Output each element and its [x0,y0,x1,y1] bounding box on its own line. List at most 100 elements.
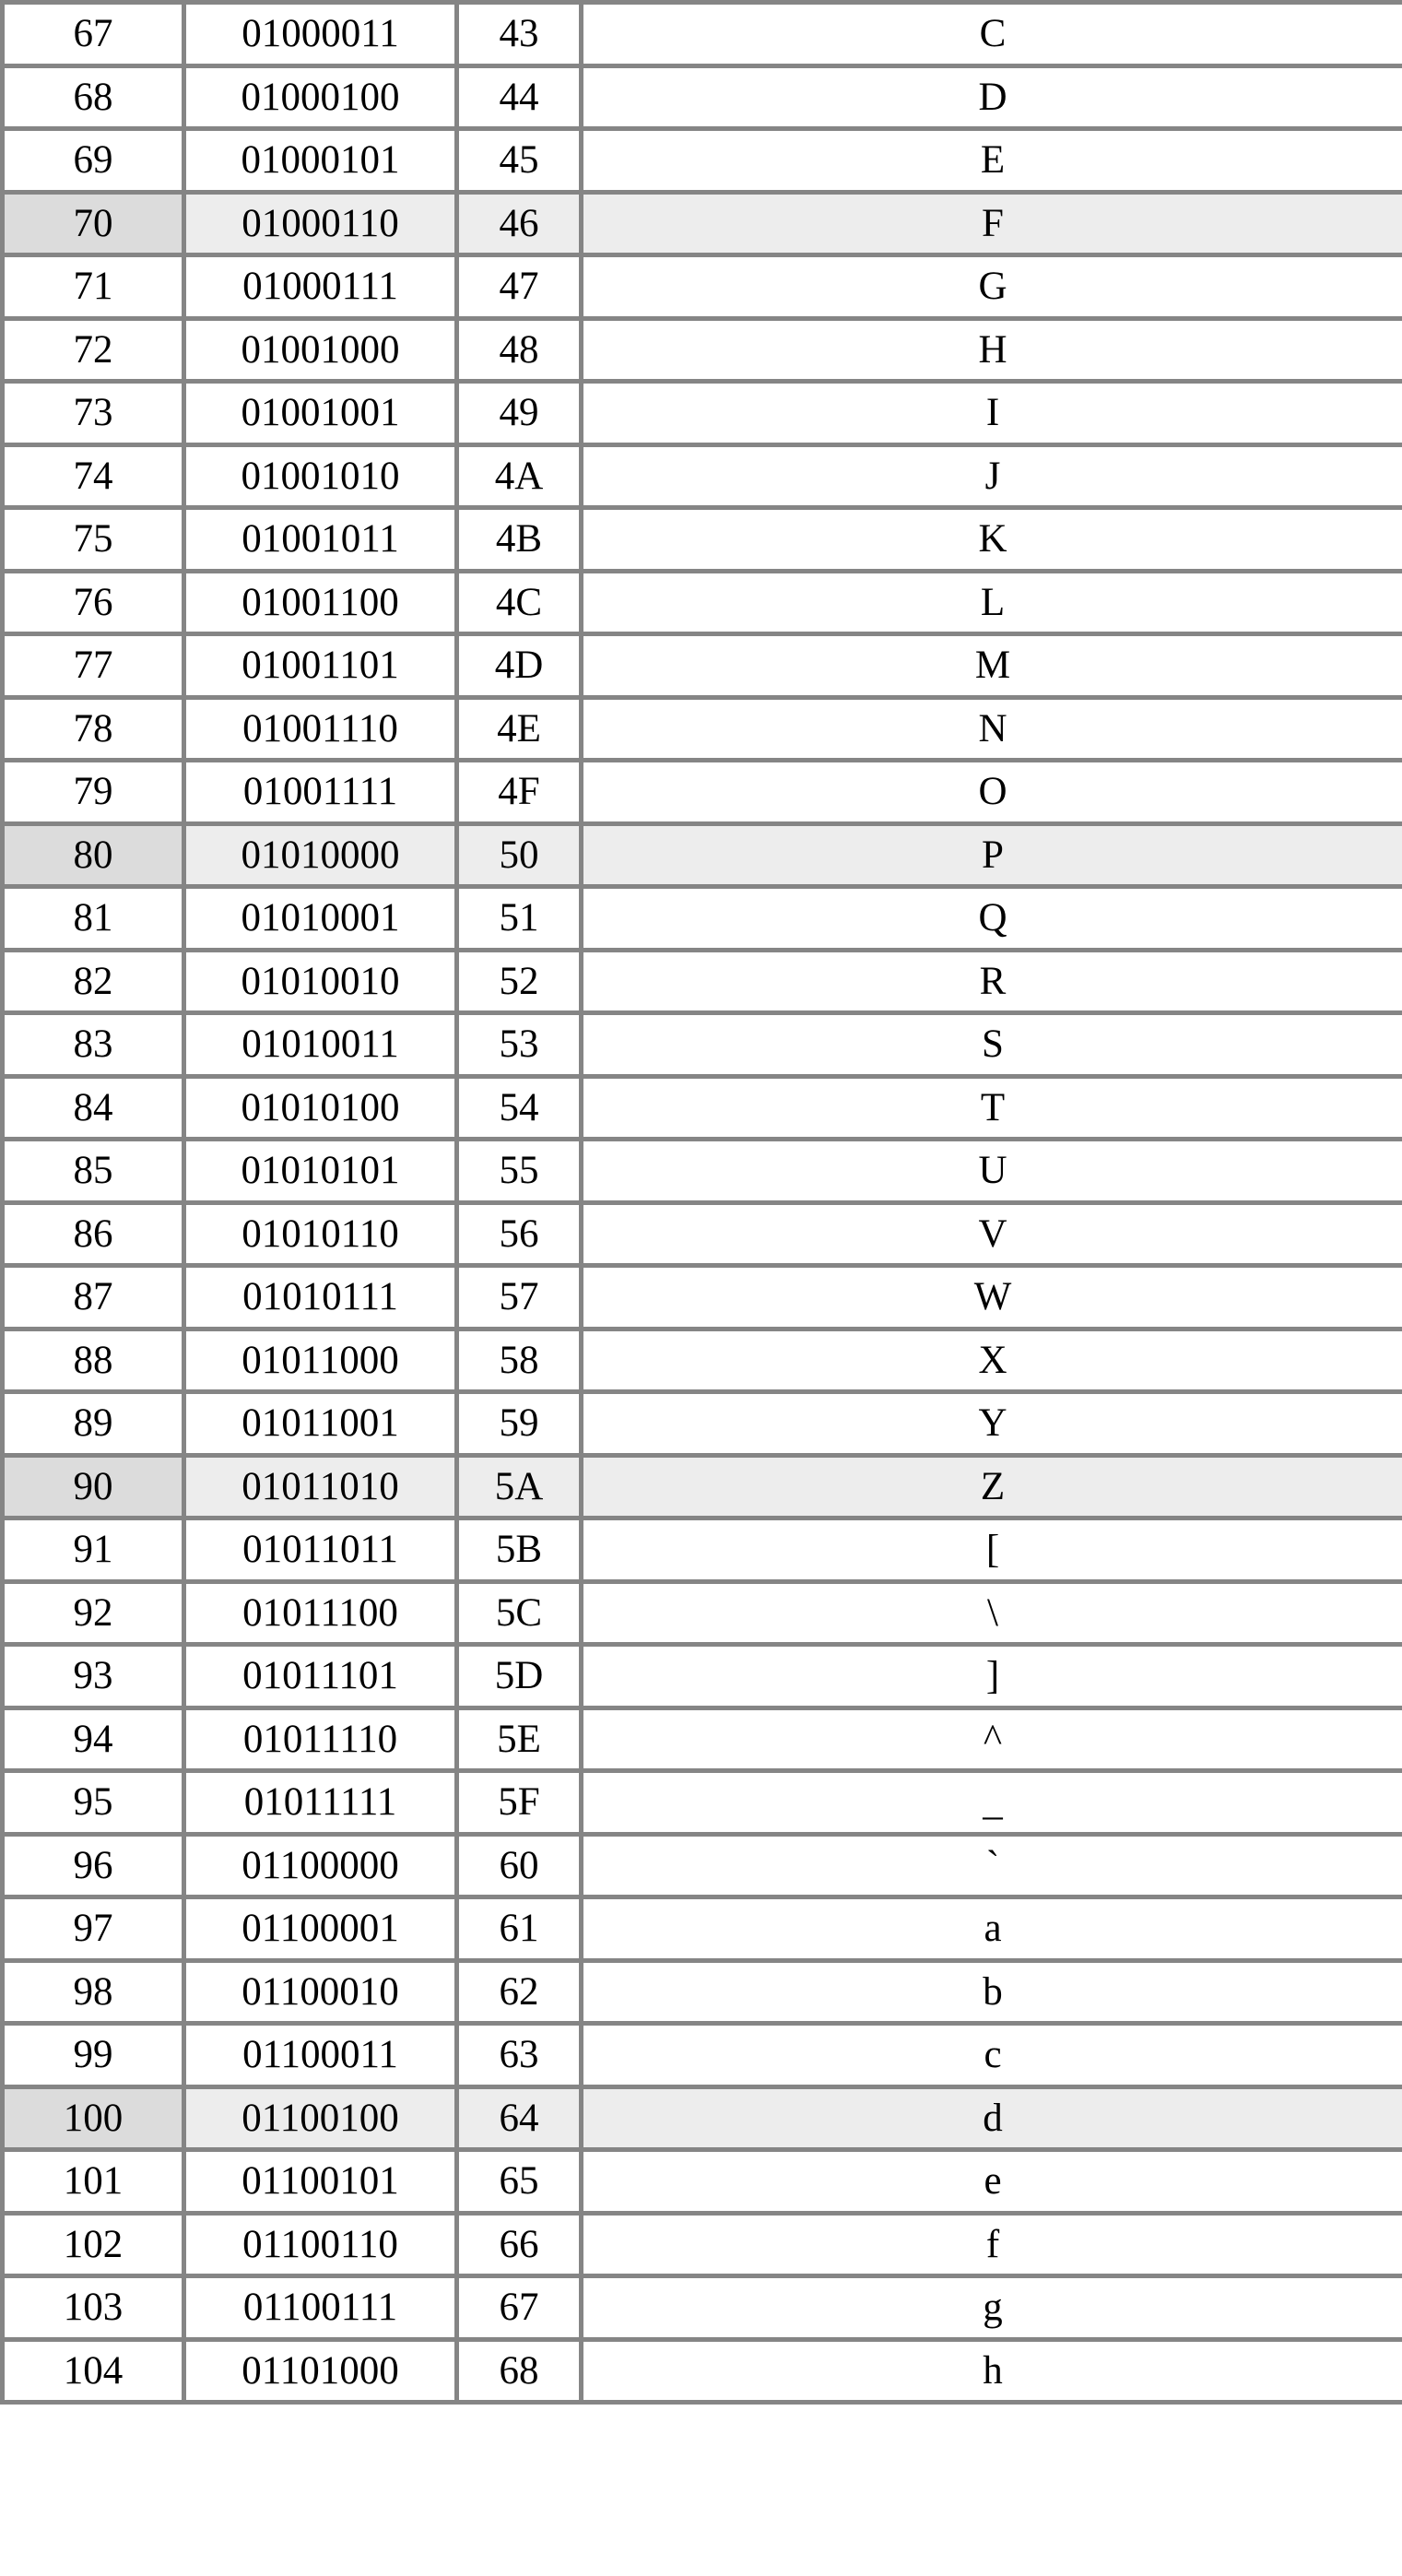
hex-cell: 4B [454,505,583,573]
binary-cell: 01011100 [182,1578,459,1647]
character-cell: ` [579,1831,1402,1899]
binary-cell: 01100000 [182,1831,459,1899]
binary-cell: 01011111 [182,1768,459,1837]
hex-cell: 4E [454,694,583,762]
hex-cell: 62 [454,1957,583,2026]
binary-cell: 01000101 [182,126,459,195]
table-row: 74 01001010 4A J [0,442,1402,510]
table-row: 95 01011111 5F _ [0,1768,1402,1837]
decimal-cell: 84 [0,1073,186,1141]
hex-cell: 53 [454,1010,583,1079]
character-cell: ^ [579,1705,1402,1773]
table-row: 99 01100011 63 c [0,2021,1402,2089]
character-cell: N [579,694,1402,762]
hex-cell: 52 [454,947,583,1015]
character-cell: L [579,568,1402,636]
character-cell: D [579,63,1402,131]
decimal-cell: 93 [0,1642,186,1710]
decimal-cell: 83 [0,1010,186,1079]
table-row: 89 01011001 59 Y [0,1389,1402,1458]
binary-cell: 01001011 [182,505,459,573]
table-row: 83 01010011 53 S [0,1010,1402,1079]
decimal-cell: 101 [0,2147,186,2216]
table-row: 91 01011011 5B[ [0,1516,1402,1584]
character-cell: J [579,442,1402,510]
decimal-cell: 82 [0,947,186,1015]
hex-cell: 5D [454,1642,583,1710]
character-cell: H [579,315,1402,384]
decimal-cell: 100 [0,2084,186,2152]
decimal-cell: 92 [0,1578,186,1647]
table-row: 77 01001101 4D M [0,632,1402,700]
decimal-cell: 94 [0,1705,186,1773]
decimal-cell: 75 [0,505,186,573]
hex-cell: 5F [454,1768,583,1837]
binary-cell: 01101000 [182,2336,459,2405]
table-row: 82 01010010 52 R [0,947,1402,1015]
hex-cell: 4A [454,442,583,510]
hex-cell: 51 [454,884,583,952]
table-row: 71 01000111 47 G [0,253,1402,321]
decimal-cell: 70 [0,189,186,257]
decimal-cell: 103 [0,2274,186,2342]
binary-cell: 01000011 [182,0,459,68]
ascii-table-body: 67 01000011 43 C 68 01000100 44 D 69 01000101 45 E 7… [0,0,1402,2405]
hex-cell: 55 [454,1137,583,1205]
hex-cell: 54 [454,1073,583,1141]
binary-cell: 01001110 [182,694,459,762]
character-cell: O [579,758,1402,826]
hex-cell: 49 [454,379,583,447]
hex-cell: 68 [454,2336,583,2405]
table-row: 94 01011110 5E ^ [0,1705,1402,1773]
hex-cell: 5E [454,1705,583,1773]
table-row-highlighted: 70 01000110 46 F [0,189,1402,257]
character-cell: M [579,632,1402,700]
character-cell: S [579,1010,1402,1079]
table-row: 104 01101000 68 h [0,2336,1402,2405]
decimal-cell: 89 [0,1389,186,1458]
character-cell: a [579,1895,1402,1963]
decimal-cell: 76 [0,568,186,636]
decimal-cell: 96 [0,1831,186,1899]
table-row-highlighted: 100 01100100 64 d [0,2084,1402,2152]
table-row: 97 01100001 61 a [0,1895,1402,1963]
decimal-cell: 85 [0,1137,186,1205]
hex-cell: 57 [454,1263,583,1331]
hex-cell: 59 [454,1389,583,1458]
binary-cell: 01100001 [182,1895,459,1963]
hex-cell: 4F [454,758,583,826]
table-row: 69 01000101 45 E [0,126,1402,195]
ascii-table: 67 01000011 43 C 68 01000100 44 D 69 01000101 45 E 7… [0,0,1402,2405]
binary-cell: 01011011 [182,1516,459,1584]
decimal-cell: 87 [0,1263,186,1331]
character-cell: K [579,505,1402,573]
hex-cell: 4C [454,568,583,636]
binary-cell: 01011110 [182,1705,459,1773]
binary-cell: 01001100 [182,568,459,636]
hex-cell: 5B [454,1516,583,1584]
decimal-cell: 72 [0,315,186,384]
binary-cell: 01010101 [182,1137,459,1205]
decimal-cell: 98 [0,1957,186,2026]
decimal-cell: 97 [0,1895,186,1963]
table-row: 93 01011101 5D] [0,1642,1402,1710]
character-cell: G [579,253,1402,321]
table-row: 78 01001110 4E N [0,694,1402,762]
binary-cell: 01010010 [182,947,459,1015]
decimal-cell: 86 [0,1199,186,1268]
binary-cell: 01010110 [182,1199,459,1268]
character-cell: X [579,1326,1402,1394]
table-row: 103 01100111 67 g [0,2274,1402,2342]
character-cell: f [579,2210,1402,2278]
character-cell: C [579,0,1402,68]
binary-cell: 01000100 [182,63,459,131]
character-cell: W [579,1263,1402,1331]
hex-cell: 44 [454,63,583,131]
hex-cell: 56 [454,1199,583,1268]
table-row: 72 01001000 48 H [0,315,1402,384]
character-cell: Z [579,1452,1402,1520]
character-cell: Q [579,884,1402,952]
decimal-cell: 80 [0,821,186,889]
table-row: 102 01100110 66 f [0,2210,1402,2278]
binary-cell: 01010011 [182,1010,459,1079]
